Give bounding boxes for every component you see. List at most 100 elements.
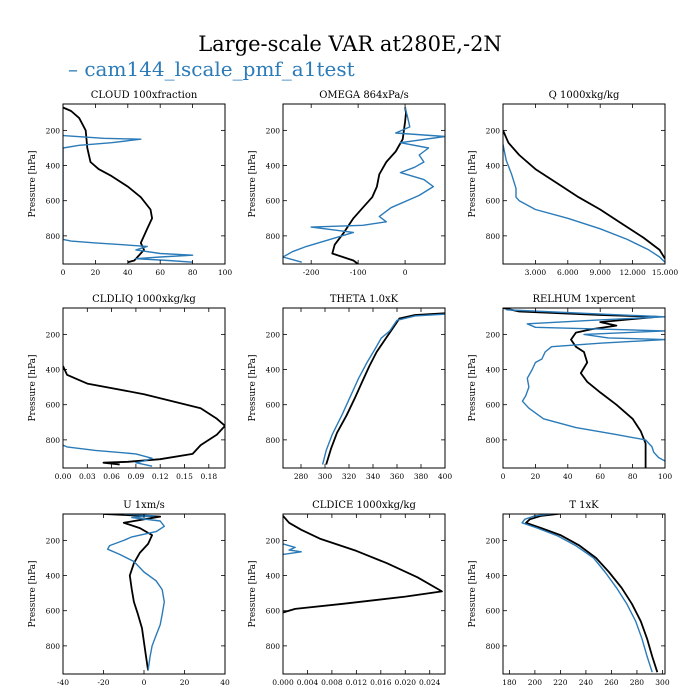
y-tick-label: 400 — [46, 162, 61, 171]
x-tick-label: 12.000 — [619, 268, 645, 277]
x-tick-label: 0.008 — [321, 678, 343, 687]
x-tick-label: 0.06 — [103, 472, 120, 481]
series-line-cam144_lscale_pmf_a1test — [521, 514, 653, 673]
y-tick-label: 400 — [46, 572, 61, 581]
x-tick-label: 0.016 — [370, 678, 392, 687]
y-tick-label: 200 — [486, 330, 501, 339]
x-tick-label: 80 — [188, 268, 198, 277]
x-tick-label: 340 — [366, 472, 381, 481]
series-line-cam144_lscale_pmf_a1test — [283, 543, 302, 556]
y-tick-label: 600 — [266, 197, 281, 206]
legend-marker: – — [68, 57, 78, 81]
subplot-7: U 1xm/s Pressure [hPa] -40 -20 0 20 40 200 400 60… — [28, 500, 230, 687]
x-tick-label: 280 — [294, 472, 309, 481]
y-tick-label: 200 — [46, 330, 61, 339]
subplot-title: Q 1000xkg/kg — [549, 90, 620, 101]
plot-frame — [502, 307, 666, 469]
x-tick-label: 300 — [318, 472, 333, 481]
plot-frame — [62, 513, 226, 675]
y-tick-label: 600 — [266, 607, 281, 616]
x-tick-label: 380 — [414, 472, 429, 481]
x-tick-label: 60 — [595, 472, 605, 481]
x-tick-label: 0 — [61, 268, 66, 277]
subplot-3: Q 1000xkg/kg Pressure [hPa] 3.000 6.000 9.00… — [468, 90, 678, 277]
subplot-1: CLOUD 100xfraction Pressure [hPa] 0 20 40 60 8… — [28, 90, 232, 277]
series-line-cam144_lscale_pmf_a1test — [63, 134, 194, 263]
y-axis-label: Pressure [hPa] — [248, 354, 258, 421]
y-tick-label: 800 — [266, 436, 281, 445]
y-axis-label: Pressure [hPa] — [248, 150, 258, 217]
series-line-cam144_lscale_pmf_a1test — [506, 309, 665, 462]
series-line-cam144_lscale_pmf_a1test — [283, 107, 445, 263]
y-axis-label: Pressure [hPa] — [28, 354, 38, 421]
x-tick-label: -40 — [57, 678, 69, 687]
x-tick-label: -20 — [97, 678, 109, 687]
y-tick-label: 800 — [486, 642, 501, 651]
x-tick-label: -200 — [303, 268, 320, 277]
x-tick-label: -100 — [350, 268, 367, 277]
x-tick-label: 180 — [502, 678, 517, 687]
series-line-reference — [63, 106, 154, 264]
y-axis-label: Pressure [hPa] — [468, 150, 478, 217]
y-tick-label: 800 — [46, 642, 61, 651]
subplot-title: CLOUD 100xfraction — [91, 90, 198, 101]
y-tick-label: 200 — [46, 126, 61, 135]
series-line-reference — [103, 514, 162, 671]
series-line-reference — [525, 514, 659, 673]
subplot-title: THETA 1.0xK — [330, 294, 399, 305]
x-tick-label: 9.000 — [589, 268, 611, 277]
y-tick-label: 200 — [46, 536, 61, 545]
x-tick-label: 0 — [142, 678, 147, 687]
x-tick-label: 0 — [403, 268, 408, 277]
series-line-reference — [331, 107, 407, 264]
y-tick-label: 400 — [46, 366, 61, 375]
x-tick-label: 60 — [155, 268, 165, 277]
y-tick-label: 600 — [46, 401, 61, 410]
y-tick-label: 400 — [266, 572, 281, 581]
series-line-cam144_lscale_pmf_a1test — [321, 313, 445, 465]
x-tick-label: 0.00 — [55, 472, 72, 481]
subplot-title: T 1xK — [569, 500, 599, 511]
series-line-cam144_lscale_pmf_a1test — [106, 514, 166, 671]
subplot-9: T 1xK Pressure [hPa] 180 200 220 240 260 280 300… — [468, 500, 670, 687]
x-tick-label: 0.09 — [128, 472, 145, 481]
x-tick-label: 20 — [180, 678, 190, 687]
x-tick-label: 0.024 — [419, 678, 441, 687]
x-tick-label: 300 — [655, 678, 670, 687]
x-tick-label: 0 — [501, 472, 506, 481]
x-tick-label: 3.000 — [525, 268, 547, 277]
x-tick-label: 40 — [563, 472, 573, 481]
figure-title: Large-scale VAR at280E,-2N — [198, 32, 502, 56]
y-tick-label: 600 — [486, 607, 501, 616]
subplot-title: RELHUM 1xpercent — [532, 294, 635, 305]
x-tick-label: 6.000 — [557, 268, 579, 277]
x-tick-label: 220 — [553, 678, 568, 687]
series-line-reference — [325, 312, 445, 465]
x-tick-label: 100 — [218, 268, 233, 277]
y-tick-label: 400 — [486, 572, 501, 581]
x-tick-label: 40 — [220, 678, 230, 687]
y-tick-label: 800 — [46, 232, 61, 241]
x-tick-label: 0.18 — [200, 472, 217, 481]
plot-frame — [282, 103, 446, 265]
y-tick-label: 600 — [266, 401, 281, 410]
plot-frame — [502, 103, 666, 265]
y-axis-label: Pressure [hPa] — [28, 560, 38, 627]
x-tick-label: 20 — [91, 268, 101, 277]
y-tick-label: 600 — [46, 197, 61, 206]
subplot-2: OMEGA 864xPa/s Pressure [hPa] -200 -100 0 200… — [248, 90, 446, 277]
y-tick-label: 400 — [266, 366, 281, 375]
x-tick-label: 360 — [390, 472, 405, 481]
x-tick-label: 200 — [528, 678, 543, 687]
subplot-title: CLDICE 1000xkg/kg — [312, 500, 416, 511]
y-axis-label: Pressure [hPa] — [468, 354, 478, 421]
subplot-5: THETA 1.0xK Pressure [hPa] 280 300 320 340 360… — [248, 294, 452, 481]
y-tick-label: 600 — [486, 197, 501, 206]
y-tick-label: 600 — [46, 607, 61, 616]
x-tick-label: 280 — [630, 678, 645, 687]
series-line-reference — [503, 130, 665, 260]
x-tick-label: 100 — [658, 472, 673, 481]
subplot-6: RELHUM 1xpercent Pressure [hPa] 0 20 40 60 80 1… — [468, 294, 672, 481]
y-tick-label: 800 — [266, 232, 281, 241]
